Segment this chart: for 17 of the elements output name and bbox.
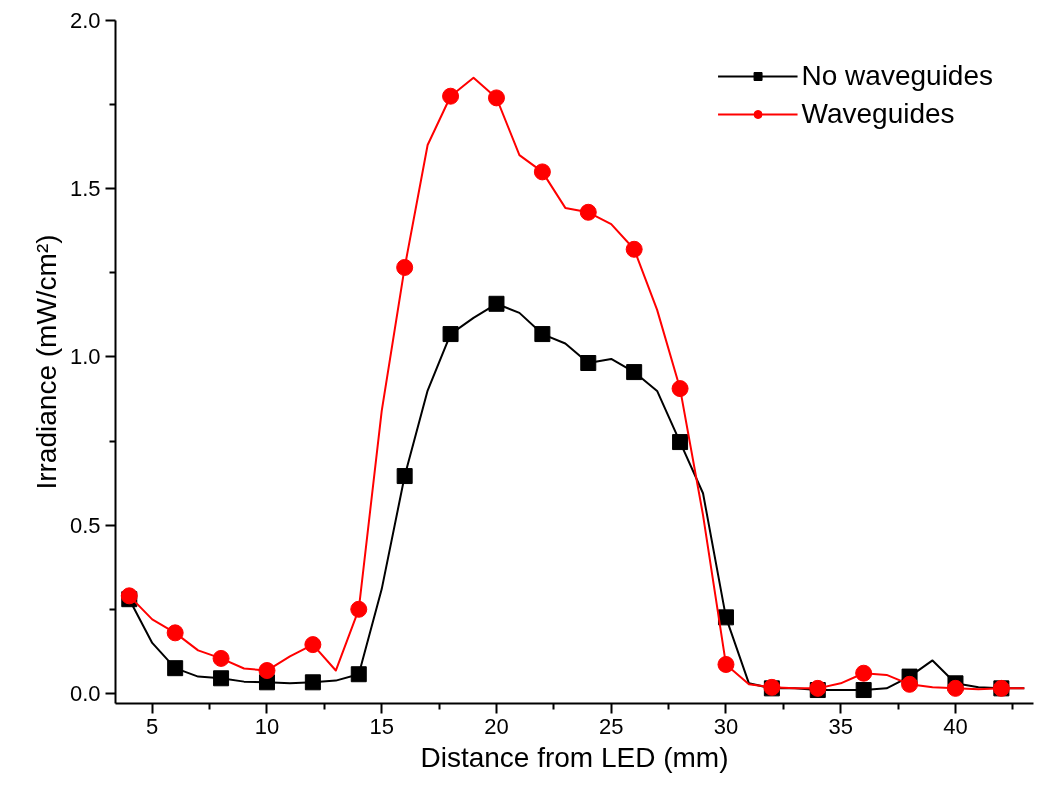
x-tick-label: 15	[369, 713, 394, 739]
x-tick-label: 10	[254, 713, 280, 739]
y-tick-label: 1.5	[69, 176, 101, 202]
x-axis-title: Distance from LED (mm)	[420, 741, 729, 773]
x-tick-label: 40	[943, 713, 968, 739]
y-tick-label: 0.0	[69, 680, 101, 706]
legend-label: Waveguides	[801, 98, 955, 130]
legend-label: No waveguides	[801, 60, 993, 92]
y-tick-label: 1.0	[69, 344, 101, 370]
x-tick-label: 25	[598, 713, 624, 739]
y-axis-title: Irradiance (mW/cm²)	[30, 234, 62, 490]
x-tick-label: 35	[828, 713, 853, 739]
x-tick-label: 30	[713, 713, 739, 739]
y-tick-label: 2.0	[69, 8, 101, 33]
y-tick-label: 0.5	[69, 512, 101, 538]
x-tick-label: 20	[484, 713, 509, 739]
x-tick-label: 5	[146, 713, 159, 739]
